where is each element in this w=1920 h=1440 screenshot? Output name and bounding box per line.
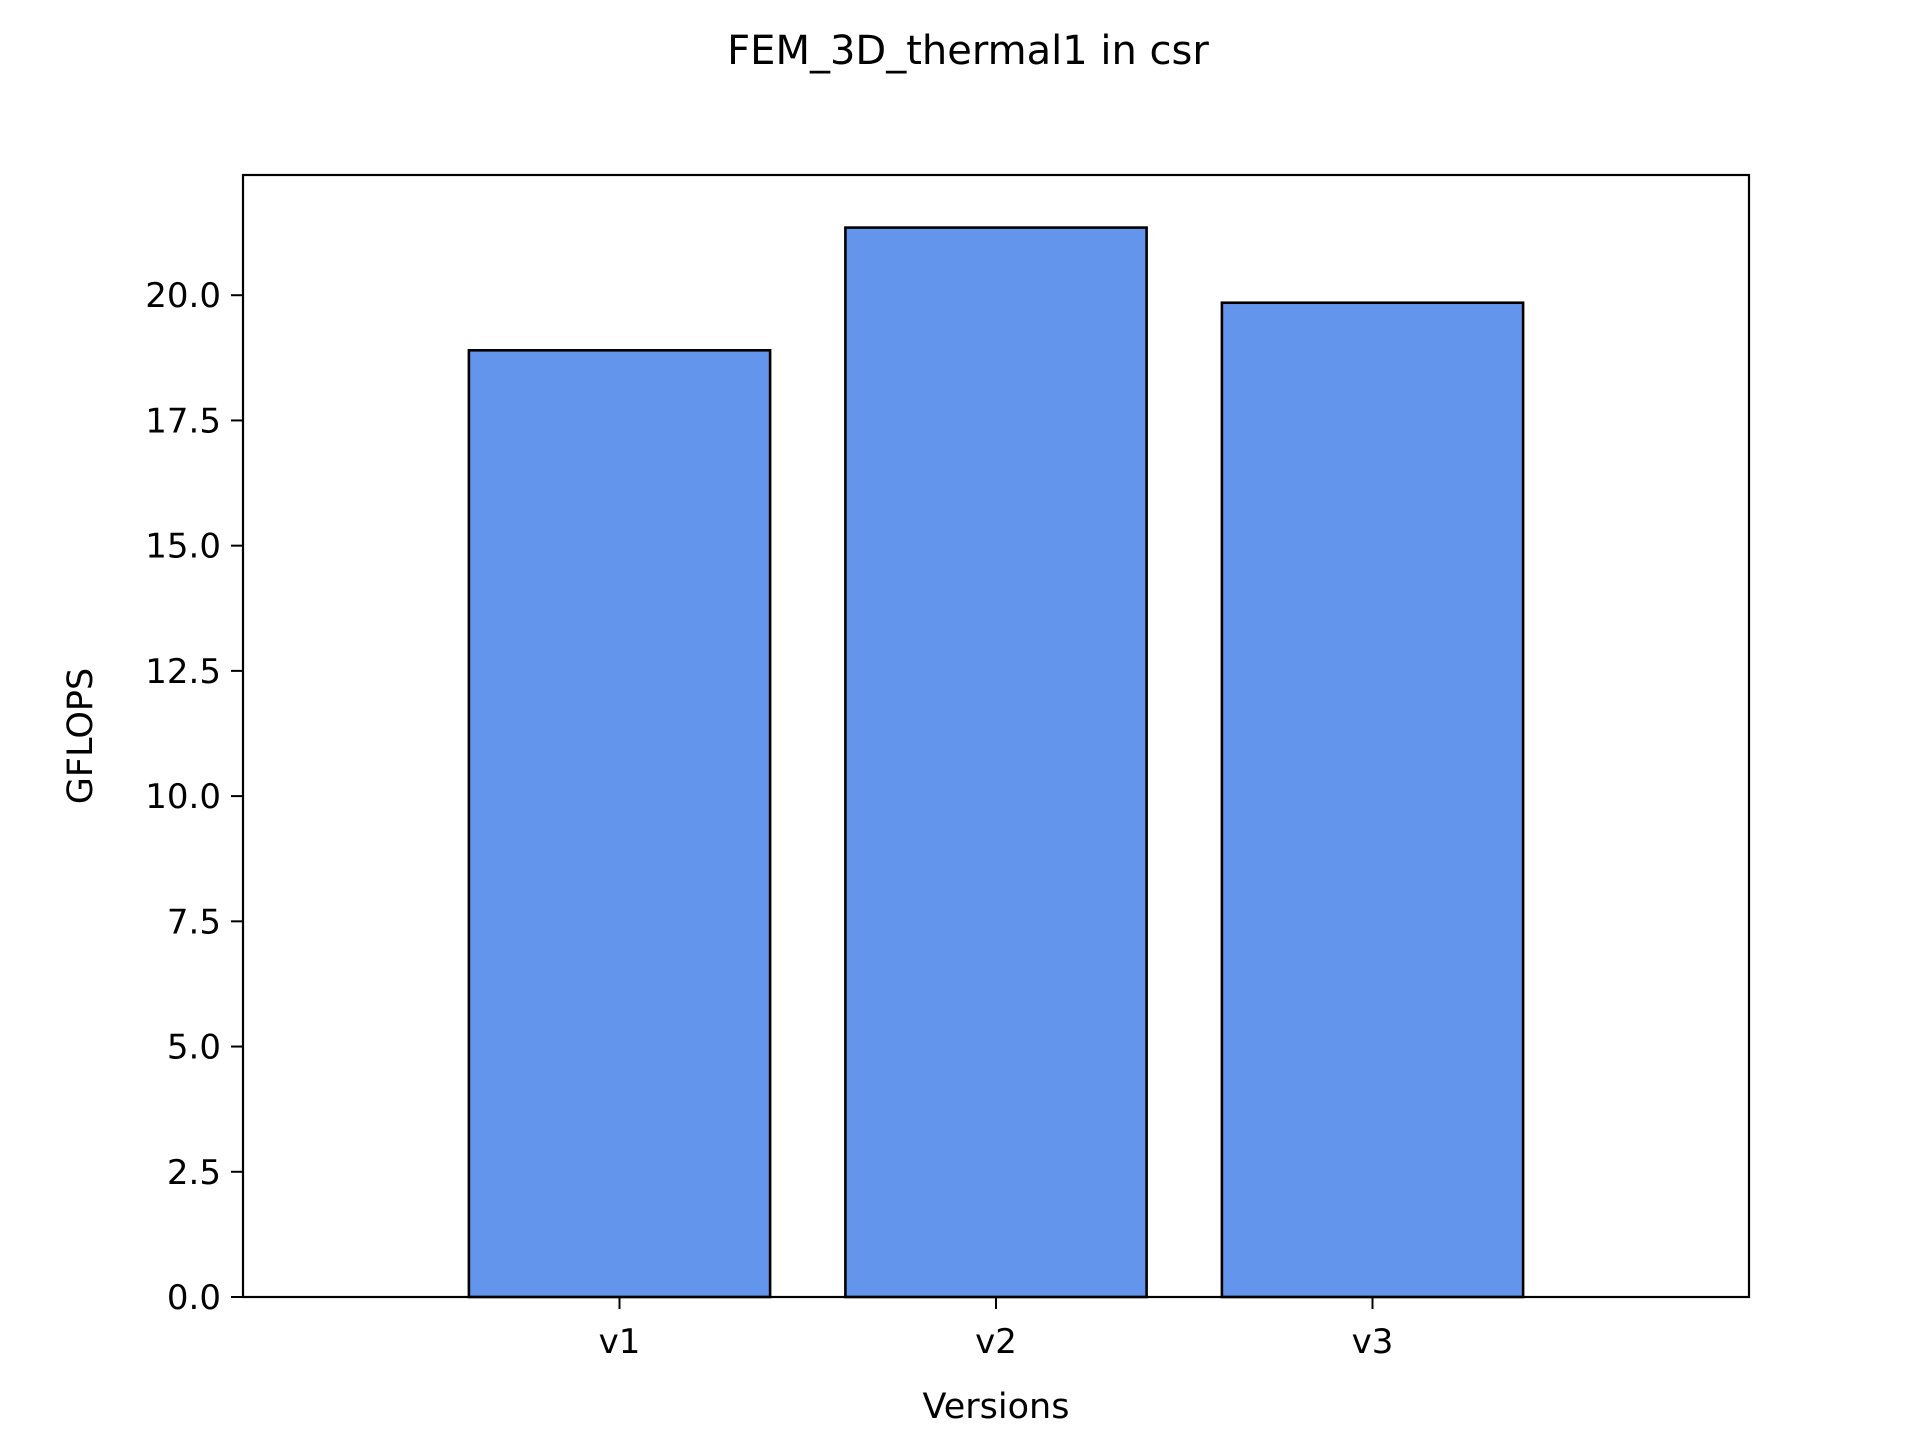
y-tick-label: 20.0 [145, 276, 221, 316]
y-tick-label: 0.0 [167, 1278, 221, 1318]
y-axis-ticks: 0.0 2.5 5.0 7.5 10.0 12.5 15.0 17.5 20.0 [145, 276, 243, 1318]
y-tick-label: 17.5 [145, 401, 221, 441]
x-tick-label-v3: v3 [1352, 1322, 1394, 1362]
x-axis-label: Versions [923, 1387, 1070, 1427]
y-tick-label: 5.0 [167, 1028, 221, 1068]
x-tick-label-v1: v1 [599, 1322, 641, 1362]
y-tick-label: 12.5 [145, 652, 221, 692]
plot-area-frame [241, 173, 1751, 1299]
x-axis-ticks: v1 v2 v3 [599, 1297, 1394, 1362]
y-tick-label: 7.5 [167, 902, 221, 942]
y-tick-label: 15.0 [145, 527, 221, 567]
y-tick-label: 2.5 [167, 1153, 221, 1193]
bar-v3 [1220, 301, 1525, 1299]
bars-layer [467, 226, 1525, 1299]
chart-title: FEM_3D_thermal1 in csr [727, 28, 1209, 74]
x-tick-label-v2: v2 [975, 1322, 1017, 1362]
y-axis-label: GFLOPS [61, 668, 101, 804]
bar-v1 [467, 349, 772, 1299]
bar-v2 [844, 226, 1148, 1299]
y-tick-label: 10.0 [145, 777, 221, 817]
